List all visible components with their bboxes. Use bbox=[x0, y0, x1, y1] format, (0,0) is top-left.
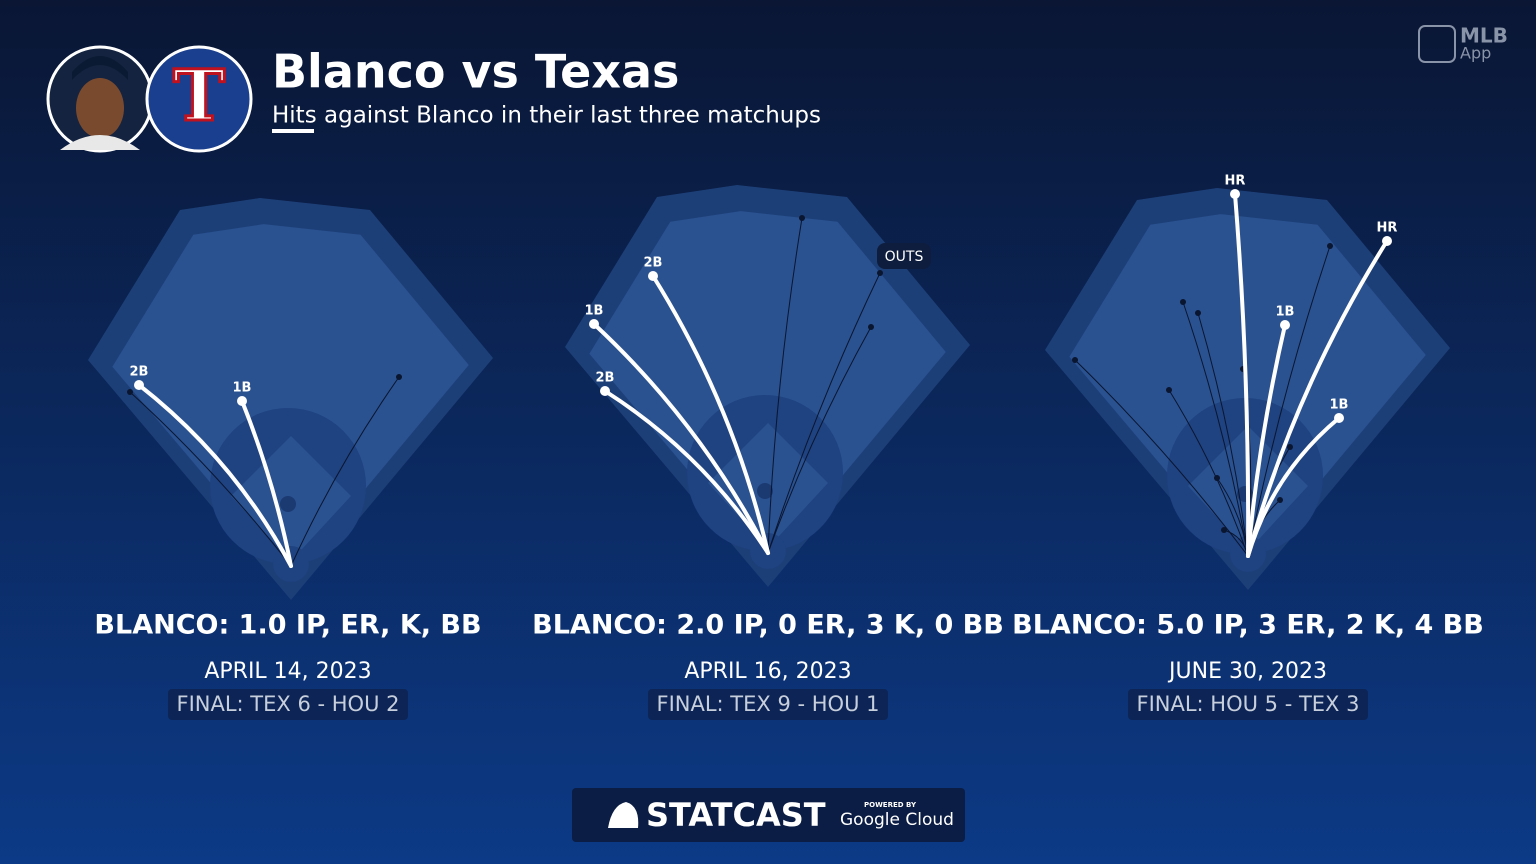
out-line bbox=[129, 391, 292, 567]
out-line bbox=[1182, 301, 1249, 557]
hit-dot bbox=[237, 396, 247, 406]
hit-label: 1B bbox=[233, 381, 252, 396]
hit-line bbox=[592, 322, 770, 555]
out-dot bbox=[1072, 357, 1078, 363]
out-dot bbox=[396, 374, 402, 380]
hit-label: HR bbox=[1225, 174, 1246, 189]
hit-line bbox=[137, 383, 293, 568]
hit-dot bbox=[1280, 320, 1290, 330]
hit-label: 2B bbox=[130, 365, 149, 380]
hit-label: 2B bbox=[644, 256, 663, 271]
hit-line bbox=[240, 399, 293, 568]
out-dot bbox=[1180, 299, 1186, 305]
final-badge bbox=[168, 689, 408, 720]
team-letter: T bbox=[173, 54, 225, 137]
field: 2B 1B BLANCO: 1.0 IP, ER, K, BB APRIL 14, 2… bbox=[88, 198, 493, 720]
hit-line bbox=[1246, 323, 1287, 558]
field-inner bbox=[112, 224, 469, 578]
mlb-app-logo: MLB App bbox=[1418, 24, 1508, 63]
final-score: FINAL: TEX 6 - HOU 2 bbox=[177, 692, 400, 716]
hit-dot bbox=[589, 319, 599, 329]
footer: STATCAST POWERED BY Google Cloud bbox=[572, 788, 965, 842]
final-badge bbox=[648, 689, 888, 720]
field: 1B 2B 2B OUTS BLANCO: 2.0 IP, 0 ER, 3 K, 0 B… bbox=[532, 185, 1004, 720]
hit-line bbox=[651, 274, 770, 555]
out-line bbox=[767, 326, 872, 554]
out-dot bbox=[1166, 387, 1172, 393]
out-line bbox=[1168, 389, 1249, 557]
google-cloud: Google Cloud bbox=[840, 810, 954, 830]
final-score: FINAL: TEX 9 - HOU 1 bbox=[657, 692, 880, 716]
hit-dot bbox=[1382, 236, 1392, 246]
subtitle: Hits against Blanco in their last three … bbox=[272, 103, 821, 129]
hit-line bbox=[1246, 416, 1341, 558]
out-dot bbox=[1214, 475, 1220, 481]
final-badge bbox=[1128, 689, 1368, 720]
hit-label: 1B bbox=[1276, 305, 1295, 320]
field: HR HR 1B 1B BLANCO: 5.0 IP, 3 ER, 2 K, 4 BB J… bbox=[1012, 174, 1484, 720]
stat-line: BLANCO: 2.0 IP, 0 ER, 3 K, 0 BB bbox=[532, 610, 1004, 641]
hit-dot bbox=[1334, 413, 1344, 423]
title: Blanco vs Texas bbox=[272, 45, 679, 99]
out-dot bbox=[1277, 497, 1283, 503]
fields: 2B 1B BLANCO: 1.0 IP, ER, K, BB APRIL 14, 2… bbox=[88, 174, 1484, 720]
team-logo: T bbox=[145, 45, 253, 153]
out-line bbox=[1247, 245, 1331, 557]
out-dot bbox=[868, 324, 874, 330]
hit-line bbox=[603, 389, 770, 555]
stat-line: BLANCO: 1.0 IP, ER, K, BB bbox=[94, 610, 481, 641]
out-dot bbox=[1327, 243, 1333, 249]
out-line bbox=[767, 272, 881, 554]
hit-label: 1B bbox=[585, 304, 604, 319]
hit-dot bbox=[600, 386, 610, 396]
outs-badge bbox=[877, 243, 931, 269]
statcast: STATCAST bbox=[646, 796, 826, 834]
mound bbox=[280, 496, 296, 512]
hit-dot bbox=[134, 380, 144, 390]
out-dot bbox=[127, 389, 133, 395]
out-line bbox=[290, 376, 400, 567]
final-score: FINAL: HOU 5 - TEX 3 bbox=[1137, 692, 1360, 716]
underline bbox=[272, 129, 314, 133]
out-dot bbox=[1195, 310, 1201, 316]
stat-line: BLANCO: 5.0 IP, 3 ER, 2 K, 4 BB bbox=[1012, 610, 1484, 641]
outs-label: OUTS bbox=[885, 249, 924, 265]
hit-dot bbox=[648, 271, 658, 281]
hit-label: HR bbox=[1377, 221, 1398, 236]
game-date: APRIL 14, 2023 bbox=[204, 659, 371, 684]
hit-label: 1B bbox=[1330, 398, 1349, 413]
field-inner bbox=[589, 211, 946, 565]
out-dot bbox=[799, 215, 805, 221]
brand: MLB bbox=[1460, 24, 1508, 48]
powered-by: POWERED BY bbox=[864, 801, 917, 809]
out-line bbox=[767, 217, 803, 554]
out-line bbox=[1074, 359, 1249, 557]
app: App bbox=[1460, 44, 1491, 63]
player-photo bbox=[46, 45, 154, 153]
hit-label: 2B bbox=[596, 371, 615, 386]
out-dot bbox=[1221, 527, 1227, 533]
out-line bbox=[1197, 312, 1249, 557]
out-dot bbox=[877, 270, 883, 276]
hit-line bbox=[1233, 192, 1251, 558]
out-dot bbox=[1287, 444, 1293, 450]
mound bbox=[757, 483, 773, 499]
game-date: APRIL 16, 2023 bbox=[684, 659, 851, 684]
hit-line bbox=[1246, 239, 1389, 558]
game-date: JUNE 30, 2023 bbox=[1167, 659, 1327, 684]
hit-dot bbox=[1230, 189, 1240, 199]
